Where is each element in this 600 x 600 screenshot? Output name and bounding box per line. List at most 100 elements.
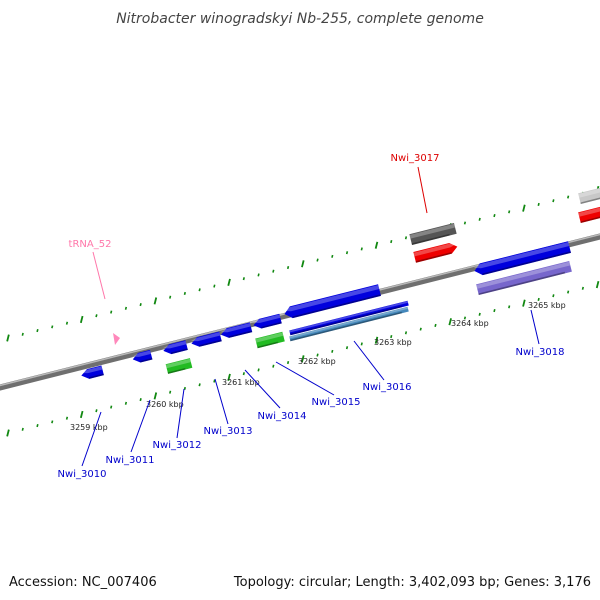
gene-nwi-3016[interactable] [283,284,381,320]
gene-label-nwi-3013[interactable]: Nwi_3013 [204,426,253,437]
gene-labels: Nwi_3010 Nwi_3011 Nwi_3012 Nwi_3013 Nwi_… [58,153,565,480]
minor-tick [21,427,24,431]
minor-tick [345,346,349,350]
minor-tick [110,405,113,409]
cog-box-nwi-3018[interactable] [476,260,572,296]
gene-nwi-3012[interactable] [162,340,188,356]
major-tick [227,373,231,381]
scale-label-3261: 3261 kbp [222,378,260,387]
gene-label-nwi-3010[interactable]: Nwi_3010 [58,469,107,480]
minor-tick [257,273,260,277]
minor-tick [36,329,39,333]
gene-label-nwi-3017[interactable]: Nwi_3017 [391,153,440,164]
gene-label-trna-52[interactable]: tRNA_52 [69,239,112,250]
ruler-ticks [6,185,600,437]
major-tick [153,297,158,305]
minor-tick [95,409,98,413]
minor-tick [404,236,408,240]
cog-box-nwi-3017[interactable] [409,223,457,245]
minor-tick [463,221,467,225]
minor-tick [493,214,496,218]
minor-tick [213,284,216,288]
scale-label-3262: 3262 kbp [298,357,336,366]
gene-nwi-3018[interactable] [473,241,571,277]
minor-tick [51,420,54,424]
major-tick [522,299,526,307]
gene-label-nwi-3012[interactable]: Nwi_3012 [153,440,202,451]
gene-nwi-3010[interactable] [80,365,104,380]
scale-label-3259: 3259 kbp [70,423,108,432]
minor-tick [331,254,334,258]
gene-nwi-3013[interactable] [190,331,222,348]
scale-label-3263: 3263 kbp [374,338,412,347]
minor-tick [169,295,172,299]
minor-tick [434,323,437,327]
minor-tick [404,331,408,335]
minor-tick [581,286,584,290]
gene-offscreen[interactable] [578,205,600,223]
minor-tick [360,247,363,251]
major-tick [448,318,452,326]
gene-nwi-3015[interactable] [252,313,282,331]
minor-tick [508,305,511,309]
map-title: Nitrobacter winogradskyi Nb-255, complet… [116,11,484,27]
minor-tick [65,321,69,325]
major-tick [301,260,305,268]
minor-tick [272,364,275,368]
minor-tick [169,390,172,394]
feature-track [80,186,600,380]
minor-tick [139,303,142,307]
minor-tick [183,291,187,296]
scale-label-3265: 3265 kbp [528,301,566,310]
gene-label-nwi-3014[interactable]: Nwi_3014 [258,411,307,422]
gene-label-nwi-3018[interactable]: Nwi_3018 [516,347,565,358]
minor-tick [21,332,24,336]
major-tick [79,315,84,324]
cog-box-nwi-3014[interactable] [255,331,285,349]
major-tick [6,334,10,342]
accession-text: Accession: NC_007406 [9,575,157,590]
minor-tick [213,379,216,383]
cog-box-nwi-3012[interactable] [165,358,193,374]
minor-tick [537,202,540,206]
minor-tick [286,360,290,365]
major-tick [6,429,10,437]
major-tick [227,278,231,286]
gene-label-nwi-3011[interactable]: Nwi_3011 [106,455,155,466]
minor-tick [345,251,349,255]
scale-label-3264: 3264 kbp [451,319,489,328]
minor-tick [257,368,260,372]
genome-summary-text: Topology: circular; Length: 3,402,093 bp… [233,575,591,590]
major-tick [522,204,526,212]
minor-tick [419,327,422,331]
cog-box-nwi-3016-a[interactable] [289,300,409,336]
minor-tick [508,210,511,214]
minor-tick [272,269,275,273]
minor-tick [124,401,128,405]
gene-nwi-3017[interactable] [413,241,458,263]
major-tick [595,280,600,289]
minor-tick [390,334,393,339]
minor-tick [552,199,555,203]
cog-box-nwi-3016-b[interactable] [289,306,409,342]
minor-tick [286,265,290,270]
gene-label-nwi-3015[interactable]: Nwi_3015 [312,397,361,408]
minor-tick [110,310,113,314]
gene-trna-52[interactable] [113,333,120,345]
minor-tick [51,325,54,329]
minor-tick [198,383,201,387]
lower-tick-row [6,280,600,437]
minor-tick [552,294,555,298]
gene-nwi-3014[interactable] [220,322,253,339]
minor-tick [316,258,319,262]
minor-tick [242,372,245,376]
minor-tick [95,314,98,318]
minor-tick [124,306,128,310]
minor-tick [360,342,363,346]
gene-label-nwi-3016[interactable]: Nwi_3016 [363,382,412,393]
cog-box-offscreen[interactable] [578,186,600,204]
minor-tick [316,353,319,357]
gene-nwi-3011[interactable] [132,349,153,364]
minor-tick [139,398,142,402]
minor-tick [567,290,570,294]
